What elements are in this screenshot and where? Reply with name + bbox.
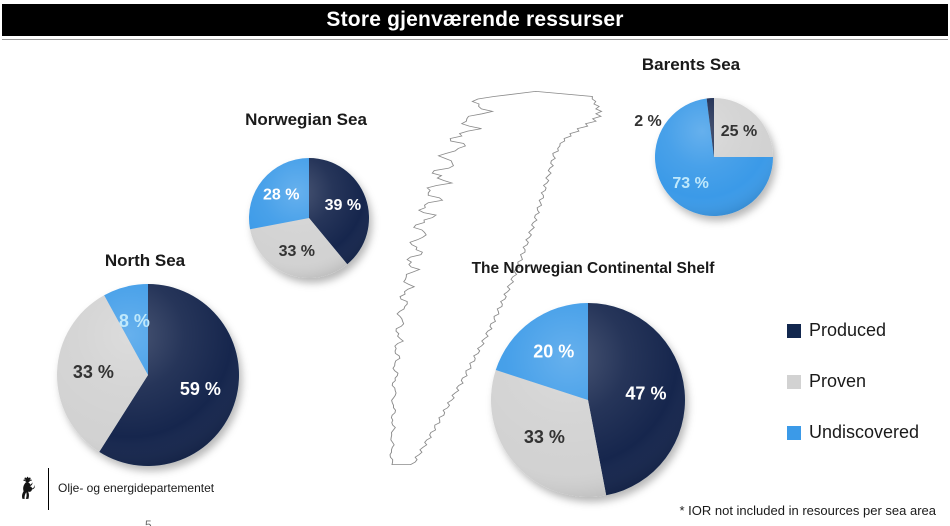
svg-text:47 %: 47 % — [625, 383, 666, 403]
svg-text:20 %: 20 % — [533, 342, 574, 362]
svg-text:33 %: 33 % — [524, 427, 565, 447]
